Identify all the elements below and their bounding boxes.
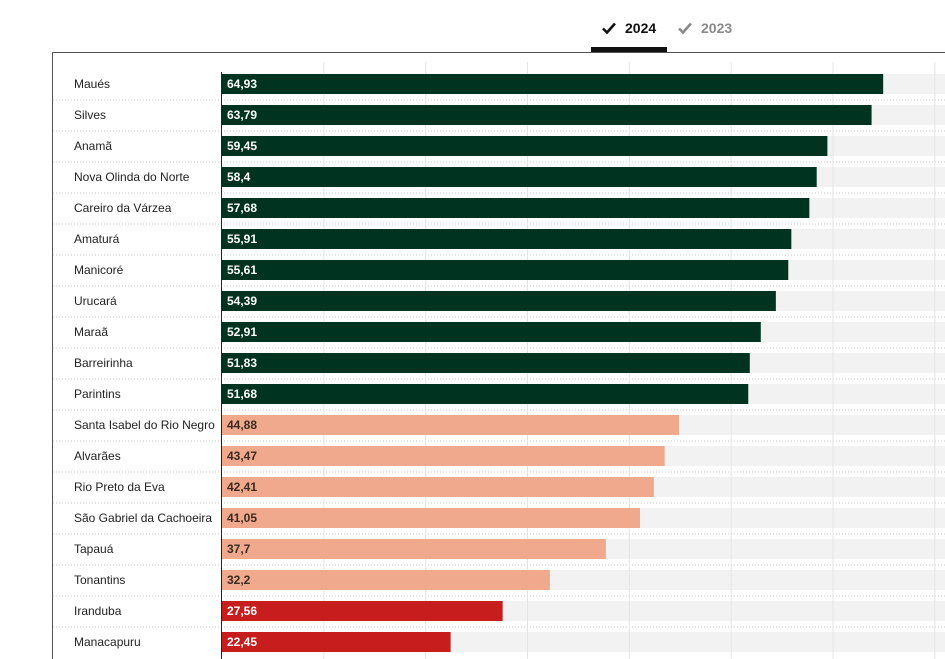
value-label: 63,79 xyxy=(227,108,257,122)
value-label: 42,41 xyxy=(227,480,257,494)
active-tab-indicator xyxy=(591,47,667,52)
category-label: Careiro da Várzea xyxy=(74,201,172,215)
check-icon xyxy=(678,22,692,35)
bar[interactable] xyxy=(222,539,606,559)
value-label: 22,45 xyxy=(227,635,257,649)
category-label: Nova Olinda do Norte xyxy=(74,170,190,184)
bar[interactable] xyxy=(222,508,641,528)
category-label: Parintins xyxy=(74,387,121,401)
category-label: Tapauá xyxy=(74,542,114,556)
category-label: Rio Preto da Eva xyxy=(74,480,165,494)
category-label: Silves xyxy=(74,108,106,122)
bar[interactable] xyxy=(222,570,550,590)
value-label: 32,2 xyxy=(227,573,251,587)
category-label: São Gabriel da Cachoeira xyxy=(74,511,212,525)
bar[interactable] xyxy=(222,198,810,218)
tab-2024-label: 2024 xyxy=(625,20,657,36)
value-label: 51,83 xyxy=(227,356,257,370)
value-label: 51,68 xyxy=(227,387,257,401)
category-label: Maués xyxy=(74,77,110,91)
value-label: 55,91 xyxy=(227,232,257,246)
value-label: 52,91 xyxy=(227,325,257,339)
category-label: Tonantins xyxy=(74,573,125,587)
bar[interactable] xyxy=(222,229,792,249)
value-label: 44,88 xyxy=(227,418,257,432)
bar[interactable] xyxy=(222,322,761,342)
bar[interactable] xyxy=(222,446,665,466)
value-label: 37,7 xyxy=(227,542,251,556)
chart-frame-left xyxy=(52,52,53,659)
category-label: Maraã xyxy=(74,325,108,339)
value-label: 43,47 xyxy=(227,449,257,463)
value-label: 54,39 xyxy=(227,294,257,308)
category-label: Manicoré xyxy=(74,263,124,277)
bar[interactable] xyxy=(222,291,776,311)
tab-2024[interactable]: 2024 xyxy=(601,14,656,52)
year-tabs: 2024 2023 xyxy=(0,0,945,52)
bar[interactable] xyxy=(222,415,680,435)
bar[interactable] xyxy=(222,105,872,125)
bar[interactable] xyxy=(222,477,654,497)
bar[interactable] xyxy=(222,167,817,187)
tab-2023-label: 2023 xyxy=(701,20,733,36)
bar[interactable] xyxy=(222,136,828,156)
value-label: 58,4 xyxy=(227,170,251,184)
value-label: 59,45 xyxy=(227,139,257,153)
category-label: Anamã xyxy=(74,139,112,153)
value-label: 41,05 xyxy=(227,511,257,525)
bar[interactable] xyxy=(222,632,451,652)
bar[interactable] xyxy=(222,260,789,280)
tab-2023[interactable]: 2023 xyxy=(677,14,732,52)
value-label: 27,56 xyxy=(227,604,257,618)
category-label: Manacapuru xyxy=(74,635,141,649)
value-label: 55,61 xyxy=(227,263,257,277)
category-label: Urucará xyxy=(74,294,117,308)
check-icon xyxy=(602,22,616,35)
category-label: Santa Isabel do Rio Negro xyxy=(74,418,215,432)
bar[interactable] xyxy=(222,384,749,404)
chart-frame-top xyxy=(52,52,945,53)
category-label: Alvarães xyxy=(74,449,121,463)
bar[interactable] xyxy=(222,601,503,621)
value-label: 57,68 xyxy=(227,201,257,215)
category-label: Amaturá xyxy=(74,232,120,246)
category-label: Barreirinha xyxy=(74,356,133,370)
category-label: Iranduba xyxy=(74,604,122,618)
bar[interactable] xyxy=(222,353,750,373)
bar[interactable] xyxy=(222,74,884,94)
value-label: 64,93 xyxy=(227,77,257,91)
